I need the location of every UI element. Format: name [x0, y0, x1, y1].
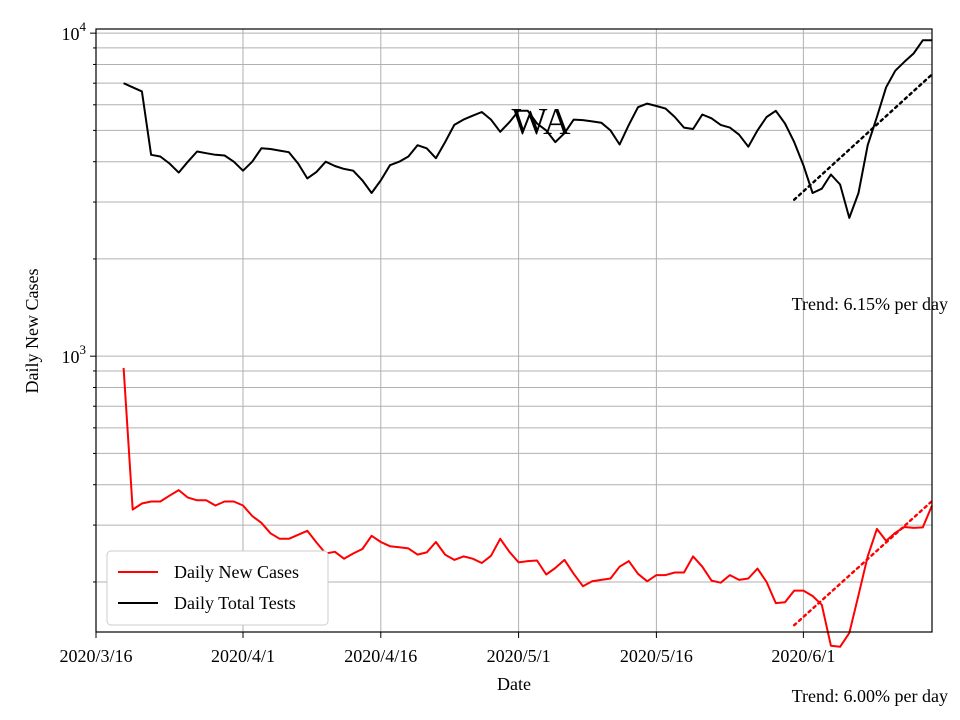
legend: Daily New Cases Daily Total Tests: [106, 550, 329, 626]
series-line-trend-tests: [793, 73, 934, 201]
x-tick-label: 2020/6/1: [771, 646, 835, 666]
y-tick-label: 103: [62, 342, 87, 367]
y-tick-label: 104: [62, 19, 87, 44]
x-tick-label: 2020/3/16: [59, 646, 132, 666]
x-tick-label: 2020/5/16: [620, 646, 693, 666]
series-layer: [122, 39, 934, 648]
chart-title: WA: [511, 101, 571, 143]
legend-label-daily-new-cases: Daily New Cases: [174, 562, 299, 582]
axis-ticks: 2020/3/16 2020/4/1 2020/4/16 2020/5/1 2020/5…: [59, 19, 835, 666]
plot-frame: [95, 28, 933, 633]
legend-box: [106, 550, 329, 626]
y-axis-label: Daily New Cases: [22, 269, 42, 394]
series-line-daily-total-tests: [123, 39, 932, 219]
x-tick-label: 2020/5/1: [487, 646, 551, 666]
trend-annotation-cases: Trend: 6.00% per day: [792, 686, 948, 706]
x-axis-label: Date: [497, 674, 531, 694]
series-line-daily-new-cases: [122, 367, 933, 648]
x-tick-label: 2020/4/1: [211, 646, 275, 666]
legend-label-daily-total-tests: Daily Total Tests: [174, 593, 296, 613]
grid-lines: [95, 29, 932, 632]
series-line-trend-cases: [793, 499, 934, 627]
x-tick-label: 2020/4/16: [344, 646, 417, 666]
trend-annotation-tests: Trend: 6.15% per day: [792, 294, 948, 314]
